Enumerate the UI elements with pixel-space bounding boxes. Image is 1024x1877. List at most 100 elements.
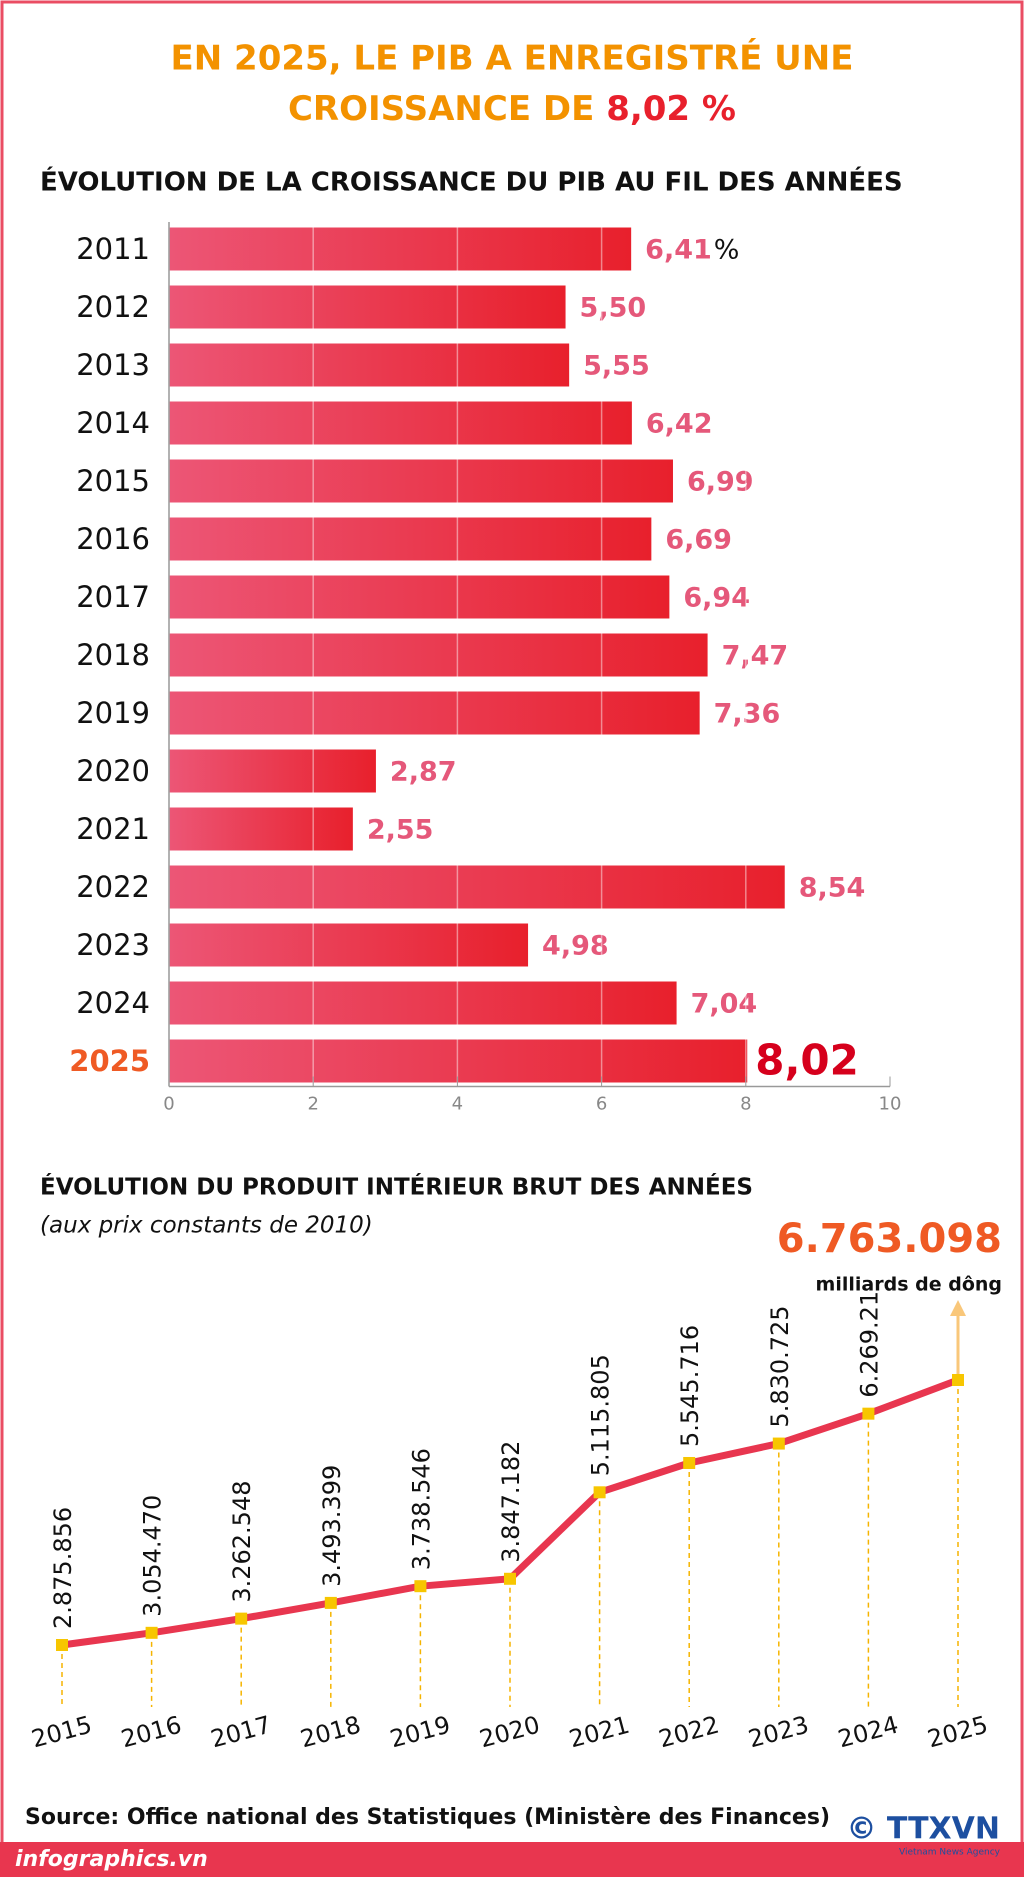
value-label: 5.830.725 [766, 1305, 794, 1427]
value-label: 3.054.470 [139, 1495, 167, 1617]
y-tick-label: 2013 [76, 348, 150, 382]
value-label: 4,98 [542, 931, 609, 962]
y-tick-label: 2016 [76, 522, 150, 556]
y-tick-label: 2015 [76, 464, 150, 498]
value-label: 2,55 [367, 815, 434, 846]
value-label: 2.875.856 [49, 1507, 77, 1629]
chart-subtitle: (aux prix constants de 2010) [40, 1213, 373, 1239]
bar [169, 981, 677, 1025]
logo: © TTXVN [846, 1812, 1000, 1847]
bar [169, 923, 529, 967]
point [593, 1486, 606, 1499]
value-label: 6.763.098 [777, 1216, 1002, 1262]
value-label: 6.269.21 [855, 1291, 883, 1398]
x-tick-label: 10 [879, 1094, 902, 1115]
x-tick-label: 2 [307, 1094, 318, 1115]
value-label: 7,47 [722, 641, 789, 672]
point [235, 1612, 248, 1625]
value-label: 5.115.805 [587, 1354, 615, 1476]
source-label: Source: [25, 1805, 119, 1830]
bar [169, 285, 566, 329]
point [772, 1437, 785, 1450]
bar [169, 749, 376, 793]
value-label: 3.738.546 [407, 1448, 435, 1570]
y-tick-label: 2014 [76, 406, 150, 440]
unit-label: milliards de dông [816, 1274, 1002, 1296]
chart-title: ÉVOLUTION DE LA CROISSANCE DU PIB AU FIL… [40, 166, 903, 198]
value-label: 6,42 [646, 409, 713, 440]
x-tick-label: 4 [452, 1094, 463, 1115]
value-label: 6,69 [665, 525, 732, 556]
value-label: 8,54 [799, 873, 866, 904]
value-label: 7,36 [714, 699, 781, 730]
value-label: 6,99 [687, 467, 754, 498]
bar [169, 401, 632, 445]
point [414, 1580, 427, 1593]
y-tick-label: 2022 [76, 870, 150, 904]
value-label: 7,04 [691, 989, 758, 1020]
x-tick-label: 2016 [118, 1711, 184, 1754]
x-tick-label: 0 [163, 1094, 174, 1115]
logo-sub: Vietnam News Agency [899, 1848, 1001, 1858]
x-tick-label: 2023 [745, 1711, 811, 1754]
bar [169, 343, 570, 387]
value-label: 6,41 [645, 235, 712, 266]
value-label: 5.545.716 [676, 1325, 704, 1447]
point [504, 1572, 516, 1585]
value-label: 2,87 [390, 757, 457, 788]
footer-bar [0, 1842, 1024, 1877]
x-tick-label: 8 [740, 1094, 751, 1115]
value-label: 3.847.182 [497, 1441, 525, 1563]
x-tick-label: 2021 [566, 1711, 632, 1754]
point [56, 1639, 68, 1651]
bar [169, 1039, 748, 1083]
source: Source: Office national des Statistiques… [25, 1805, 830, 1830]
bar [169, 633, 708, 677]
value-label: 6,94 [683, 583, 750, 614]
x-tick-label: 2015 [29, 1711, 95, 1754]
x-tick-label: 2018 [297, 1711, 363, 1754]
x-tick-label: 2022 [656, 1711, 722, 1754]
value-label: 3.493.399 [318, 1465, 346, 1587]
title-highlight: 8,02 % [606, 89, 736, 129]
footer: infographics.vn [15, 1847, 208, 1872]
bar [169, 865, 785, 909]
x-tick-label: 2025 [925, 1711, 991, 1754]
value-label: 5,55 [583, 351, 650, 382]
y-tick-label: 2025 [69, 1044, 150, 1078]
x-tick-label: 2020 [477, 1711, 543, 1754]
value-label: 8,02 [755, 1036, 859, 1085]
title-line: CROISSANCE DE 8,02 % [288, 89, 736, 129]
y-tick-label: 2023 [76, 928, 150, 962]
bar [169, 227, 632, 271]
y-tick-label: 2012 [76, 290, 150, 324]
chart-title: ÉVOLUTION DU PRODUIT INTÉRIEUR BRUT DES … [40, 1173, 753, 1201]
x-tick-label: 2019 [387, 1711, 453, 1754]
title-line: EN 2025, LE PIB A ENREGISTRÉ UNE [171, 38, 854, 79]
x-tick-label: 2017 [208, 1711, 274, 1754]
y-tick-label: 2024 [76, 986, 150, 1020]
bar [169, 459, 673, 503]
y-tick-label: 2011 [76, 232, 150, 266]
x-tick-label: 6 [596, 1094, 607, 1115]
bar [169, 691, 700, 735]
y-tick-label: 2019 [76, 696, 150, 730]
value-label: 3.262.548 [228, 1480, 256, 1602]
point [145, 1626, 158, 1639]
bar [169, 575, 670, 619]
y-tick-label: 2017 [76, 580, 150, 614]
bar [169, 517, 652, 561]
x-tick-label: 2024 [835, 1711, 901, 1754]
value-label: 5,50 [580, 293, 647, 324]
source-text: Office national des Statistiques (Minist… [127, 1805, 830, 1830]
unit-label: % [714, 235, 740, 266]
y-tick-label: 2018 [76, 638, 150, 672]
point [862, 1407, 875, 1420]
point [952, 1374, 964, 1386]
title-part: CROISSANCE DE [288, 89, 594, 129]
point [324, 1596, 337, 1609]
point [683, 1456, 696, 1469]
bar [169, 807, 353, 851]
y-tick-label: 2020 [76, 754, 150, 788]
